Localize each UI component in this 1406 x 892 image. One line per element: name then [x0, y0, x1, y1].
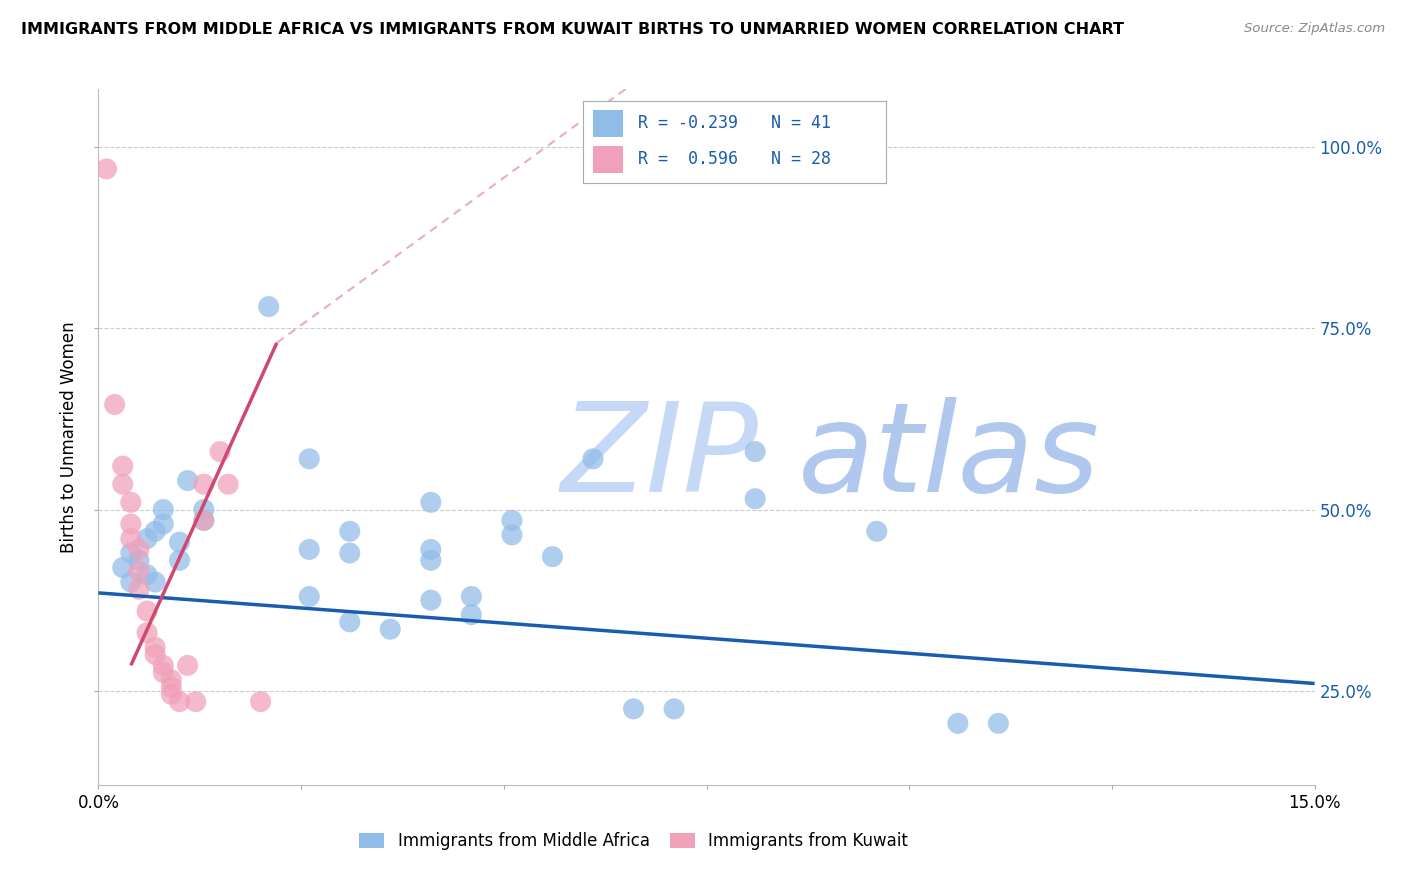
Text: N = 28: N = 28 [770, 151, 831, 169]
Point [136, 625, 159, 640]
Legend: Immigrants from Middle Africa, Immigrants from Kuwait: Immigrants from Middle Africa, Immigrant… [353, 825, 914, 856]
Point [104, 397, 127, 411]
Point [419, 553, 441, 567]
Point [136, 532, 159, 546]
Bar [592, 146, 623, 173]
Point [582, 451, 605, 466]
Point [339, 546, 361, 560]
Point [160, 673, 183, 687]
Point [169, 553, 191, 567]
Point [169, 535, 191, 549]
Point [169, 695, 191, 709]
Point [128, 542, 150, 557]
Point [623, 702, 645, 716]
Point [176, 658, 198, 673]
Y-axis label: Births to Unmarried Women: Births to Unmarried Women [60, 321, 79, 553]
Point [152, 502, 174, 516]
Point [120, 517, 142, 532]
Point [111, 477, 134, 491]
Point [419, 495, 441, 509]
Point [120, 574, 142, 589]
Text: Source: ZipAtlas.com: Source: ZipAtlas.com [1244, 22, 1385, 36]
Point [120, 532, 142, 546]
Point [501, 513, 523, 527]
Point [152, 658, 174, 673]
Point [96, 161, 118, 176]
Point [136, 567, 159, 582]
Point [419, 542, 441, 557]
Point [339, 615, 361, 629]
Point [298, 590, 321, 604]
Point [136, 604, 159, 618]
Point [744, 444, 766, 458]
Point [217, 477, 239, 491]
Point [143, 648, 166, 662]
Text: R =  0.596: R = 0.596 [638, 151, 738, 169]
Point [120, 546, 142, 560]
Point [298, 451, 321, 466]
Point [152, 517, 174, 532]
Point [380, 622, 402, 636]
Point [339, 524, 361, 539]
Point [193, 477, 215, 491]
Text: N = 41: N = 41 [770, 114, 831, 132]
Point [143, 574, 166, 589]
Point [184, 695, 207, 709]
Point [460, 590, 482, 604]
Point [111, 560, 134, 574]
Point [120, 495, 142, 509]
Text: IMMIGRANTS FROM MIDDLE AFRICA VS IMMIGRANTS FROM KUWAIT BIRTHS TO UNMARRIED WOME: IMMIGRANTS FROM MIDDLE AFRICA VS IMMIGRA… [21, 22, 1123, 37]
Point [160, 687, 183, 701]
Point [298, 542, 321, 557]
Point [152, 665, 174, 680]
Point [501, 528, 523, 542]
Point [193, 513, 215, 527]
Point [143, 524, 166, 539]
Point [143, 640, 166, 655]
Point [460, 607, 482, 622]
Point [744, 491, 766, 506]
Text: R = -0.239: R = -0.239 [638, 114, 738, 132]
Point [987, 716, 1010, 731]
Text: atlas: atlas [797, 398, 1099, 518]
Point [209, 444, 232, 458]
Point [257, 300, 280, 314]
Point [946, 716, 969, 731]
Point [541, 549, 564, 564]
Point [193, 513, 215, 527]
Point [128, 553, 150, 567]
Text: ZIP: ZIP [561, 398, 758, 518]
Point [176, 474, 198, 488]
Point [249, 695, 271, 709]
Point [866, 524, 889, 539]
Point [193, 502, 215, 516]
Point [111, 458, 134, 473]
Point [662, 702, 685, 716]
Point [128, 582, 150, 597]
Bar [592, 110, 623, 136]
Point [128, 564, 150, 578]
Point [419, 593, 441, 607]
Point [160, 680, 183, 694]
